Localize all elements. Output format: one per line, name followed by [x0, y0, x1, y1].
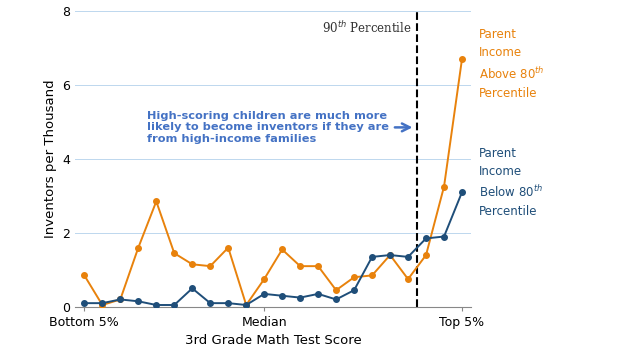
X-axis label: 3rd Grade Math Test Score: 3rd Grade Math Test Score	[185, 334, 362, 347]
Text: Parent
Income
Above 80$^{th}$
Percentile: Parent Income Above 80$^{th}$ Percentile	[479, 29, 544, 100]
Text: Parent
Income
Below 80$^{th}$
Percentile: Parent Income Below 80$^{th}$ Percentile	[479, 147, 543, 218]
Text: 90$^{th}$ Percentile: 90$^{th}$ Percentile	[322, 20, 412, 36]
Y-axis label: Inventors per Thousand: Inventors per Thousand	[44, 79, 57, 238]
Text: High-scoring children are much more
likely to become inventors if they are
from : High-scoring children are much more like…	[148, 111, 409, 144]
